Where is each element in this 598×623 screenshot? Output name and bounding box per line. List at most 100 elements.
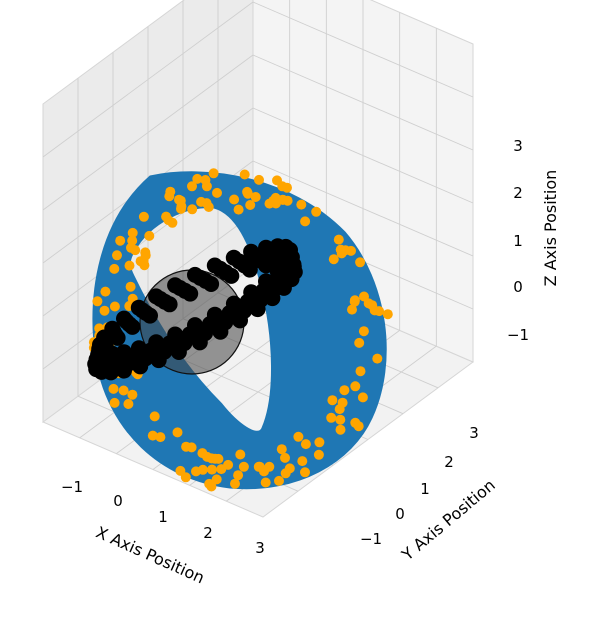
orange-point: [382, 309, 393, 320]
y-tick-label: 2: [444, 453, 454, 471]
orange-point: [339, 385, 350, 396]
black-point: [203, 276, 220, 292]
orange-point: [357, 392, 368, 403]
orange-point: [197, 448, 208, 459]
orange-point: [206, 481, 217, 492]
orange-point: [109, 397, 120, 408]
orange-point: [230, 478, 240, 489]
orange-point: [138, 211, 149, 222]
orange-point: [100, 286, 111, 297]
black-point: [182, 285, 199, 302]
z-tick-label: 2: [513, 184, 523, 202]
orange-point: [250, 192, 261, 202]
orange-point: [175, 195, 186, 206]
z-tick-label: 1: [513, 232, 523, 250]
orange-point: [327, 395, 338, 406]
orange-point: [108, 383, 119, 394]
orange-point: [239, 169, 250, 180]
orange-point: [187, 204, 198, 215]
orange-point: [147, 430, 158, 441]
orange-point: [149, 411, 160, 422]
black-point: [285, 258, 302, 275]
y-tick-label: −1: [360, 530, 382, 548]
orange-point: [139, 260, 150, 271]
orange-point: [155, 432, 166, 443]
orange-point: [208, 168, 219, 179]
black-point: [98, 340, 115, 357]
orange-point: [140, 247, 151, 258]
orange-point: [207, 464, 217, 475]
orange-point: [99, 305, 110, 316]
orange-point: [300, 467, 310, 478]
orange-point: [354, 337, 365, 348]
orange-point: [112, 250, 122, 261]
orange-point: [123, 399, 134, 409]
orange-point: [161, 211, 172, 222]
orange-point: [333, 234, 344, 245]
orange-point: [355, 366, 366, 377]
orange-point: [334, 404, 345, 415]
orange-point: [165, 186, 176, 197]
orange-point: [172, 427, 183, 438]
orange-point: [124, 260, 135, 271]
orange-point: [300, 439, 311, 450]
orange-point: [297, 456, 308, 467]
black-point: [109, 329, 126, 346]
orange-point: [201, 181, 212, 192]
orange-point: [125, 281, 136, 292]
orange-point: [276, 444, 287, 455]
orange-point: [282, 182, 292, 193]
x-tick-label: 1: [158, 508, 168, 526]
orange-point: [311, 206, 322, 217]
y-axis-label: Y Axis Position: [397, 475, 498, 564]
black-point: [142, 307, 158, 324]
orange-point: [109, 263, 120, 274]
orange-point: [233, 470, 244, 481]
grid-line: [252, 1, 474, 98]
orange-point: [213, 453, 224, 464]
orange-point: [346, 245, 356, 256]
orange-point: [109, 301, 120, 312]
scatter-points: [87, 168, 393, 492]
orange-point: [372, 353, 383, 364]
orange-point: [238, 461, 249, 472]
orange-point: [211, 474, 222, 485]
orange-point: [229, 194, 240, 205]
x-tick-label: −1: [61, 478, 83, 496]
orange-point: [115, 235, 126, 246]
orange-point: [359, 291, 369, 302]
orange-point: [175, 465, 186, 476]
orange-point: [293, 431, 304, 442]
x-tick-label: 3: [255, 539, 265, 557]
orange-point: [192, 173, 203, 184]
orange-point: [335, 424, 346, 435]
orange-point: [144, 230, 155, 241]
orange-point: [280, 452, 290, 463]
orange-point: [355, 257, 366, 268]
orange-point: [92, 296, 103, 307]
orange-point: [314, 437, 325, 448]
y-tick-label: 0: [395, 505, 405, 523]
orange-point: [328, 254, 339, 265]
orange-point: [350, 381, 361, 392]
orange-point: [326, 412, 337, 423]
orange-point: [233, 204, 244, 215]
z-tick-label: −1: [507, 326, 529, 344]
y-tick-label: 1: [420, 480, 430, 498]
x-tick-label: 2: [203, 524, 213, 542]
orange-point: [187, 181, 197, 192]
orange-point: [201, 198, 212, 209]
orange-point: [260, 477, 271, 488]
orange-point: [296, 199, 307, 210]
z-tick-label: 0: [513, 278, 523, 296]
orange-point: [254, 174, 264, 185]
orange-point: [235, 449, 246, 460]
y-tick-label: 3: [469, 424, 479, 442]
orange-point: [335, 244, 346, 255]
orange-point: [127, 389, 138, 400]
orange-point: [313, 449, 324, 460]
orange-point: [274, 475, 284, 486]
x-axis-label: X Axis Position: [93, 523, 207, 588]
orange-point: [127, 227, 138, 238]
